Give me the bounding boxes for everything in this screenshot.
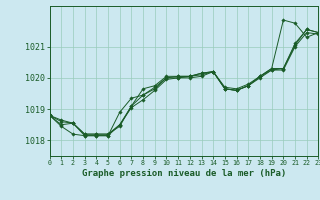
X-axis label: Graphe pression niveau de la mer (hPa): Graphe pression niveau de la mer (hPa) [82, 169, 286, 178]
